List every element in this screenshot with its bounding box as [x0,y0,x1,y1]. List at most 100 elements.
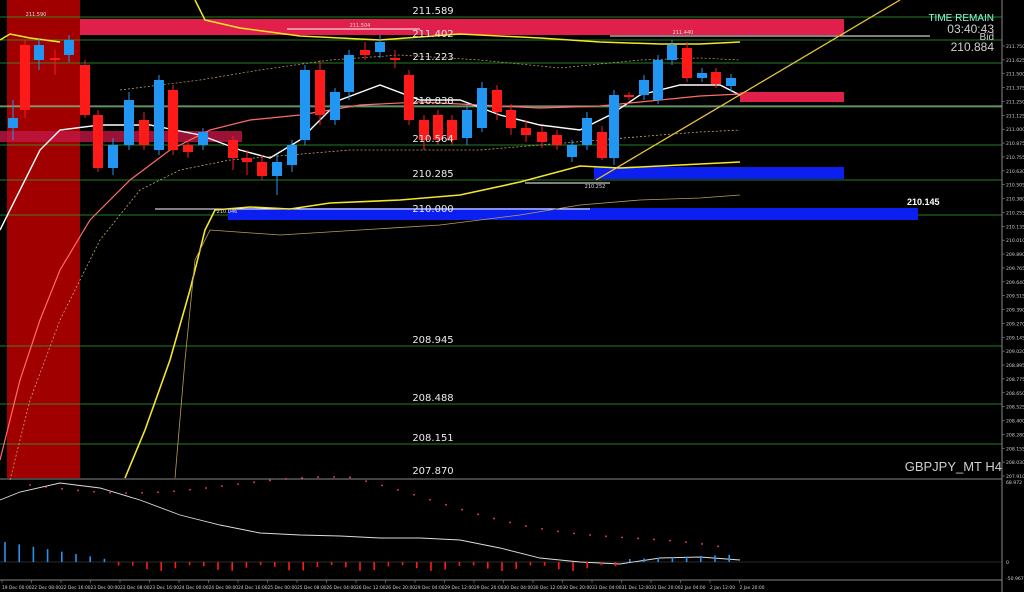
candle-body [639,80,649,95]
price-axis-label: 211.500 [1006,72,1024,78]
osc-dot [717,545,719,548]
osc-dot [621,536,623,539]
osc-dot [509,521,511,524]
candle-body [697,73,707,78]
time-axis-label: 23 Dec 16:00 [150,585,180,591]
marker-price-label: 211.590 [26,12,47,18]
level-label: 211.223 [412,52,453,63]
price-axis-label: 208.895 [1006,363,1024,369]
osc-dot [653,538,655,541]
level-label: 210.285 [412,169,453,180]
price-axis-label: 210.755 [1006,155,1024,161]
level-label: 210.564 [412,134,453,145]
price-axis-label: 208.030 [1006,460,1024,466]
osc-dot [189,488,191,491]
candle-body [272,162,282,176]
price-axis-label: 210.255 [1006,210,1024,216]
candle-body [183,145,193,152]
level-label: 211.589 [412,6,453,17]
osc-dot [253,481,255,484]
time-axis-label: 19 Dec 00:00 [2,585,32,591]
osc-dot [669,539,671,542]
osc-dot [29,484,31,486]
price-axis-label: 209.390 [1006,308,1024,314]
osc-dot [541,528,543,530]
osc-dot [381,484,383,487]
candle-body [404,75,414,120]
candle-body [726,78,736,86]
middle-ma [0,84,741,231]
price-axis-label: 207.910 [1006,474,1024,480]
marker-price-label: 210.252 [585,184,606,190]
candle-body [537,132,547,142]
price-axis-label: 208.400 [1006,419,1024,425]
time-axis-label: 29 Dec 20:00 [474,585,504,591]
candle-body [330,92,340,120]
osc-dot [589,534,591,536]
time-axis-label: 2 Jan 12:00 [710,585,735,591]
osc-dot [685,541,687,544]
candle-body [315,70,325,115]
candle-body [653,60,663,100]
candle-body [506,110,516,128]
price-axis-label: 211.750 [1006,44,1024,50]
time-axis-label: 25 Dec 08:00 [297,585,327,591]
price-axis-label: 210.630 [1006,169,1024,175]
candle-body [64,40,74,55]
candle-body [552,135,562,145]
candle-body [521,128,531,135]
supply-zone-left [0,131,242,142]
level-label: 208.151 [412,433,453,444]
osc-dot [525,525,527,527]
candle-body [34,45,44,60]
time-axis-label: 26 Dec 12:00 [356,585,386,591]
osc-dot [285,478,287,480]
time-axis-label: 30 Dec 12:00 [533,585,563,591]
candle-body [567,145,577,157]
sub-axis-label: -50.9676 [1006,576,1024,582]
price-axis-label: 209.145 [1006,335,1024,341]
candle-body [433,115,443,140]
price-axis-label: 211.625 [1006,58,1024,64]
envelope-lower [9,129,741,481]
price-axis-label: 210.135 [1006,224,1024,230]
time-axis-label: 23 Dec 08:00 [120,585,150,591]
osc-dot [157,491,159,494]
time-axis-label: 2 Jan 20:00 [740,585,765,591]
osc-dot [429,498,431,501]
osc-dot [269,479,271,482]
price-axis-label: 211.250 [1006,99,1024,105]
osc-dot [237,483,239,486]
candle-body [93,115,103,168]
candle-body [492,90,502,112]
osc-dot [493,517,495,520]
price-axis-label: 208.280 [1006,432,1024,438]
osc-dot [365,480,367,483]
osc-dot [557,530,559,533]
time-axis-label: 23 Dec 00:00 [91,585,121,591]
candle-body [597,132,607,158]
upper-band [194,0,741,45]
osc-dot [45,486,47,488]
zone-price-label: 210.145 [907,197,940,207]
time-axis-label: 25 Dec 00:00 [268,585,298,591]
time-remain-value: 03:40:43 [947,22,994,36]
level-label: 208.945 [412,335,453,346]
candle-body [242,158,252,162]
time-remain-label: TIME REMAIN [928,13,994,24]
sub-axis-label: 68.972 [1006,480,1022,486]
osc-dot [349,476,351,479]
osc-dot [397,489,399,491]
price-axis-label: 209.270 [1006,321,1024,327]
osc-dot [333,476,335,478]
price-axis-label: 208.525 [1006,405,1024,411]
osc-dot [413,493,415,496]
candle-body [124,100,134,145]
osc-dot [77,489,79,492]
bid-label: Bid [979,32,994,43]
level-label: 208.488 [412,393,453,404]
candle-body [609,95,619,158]
level-label: 211.402 [412,29,453,40]
osc-dot [173,490,175,493]
